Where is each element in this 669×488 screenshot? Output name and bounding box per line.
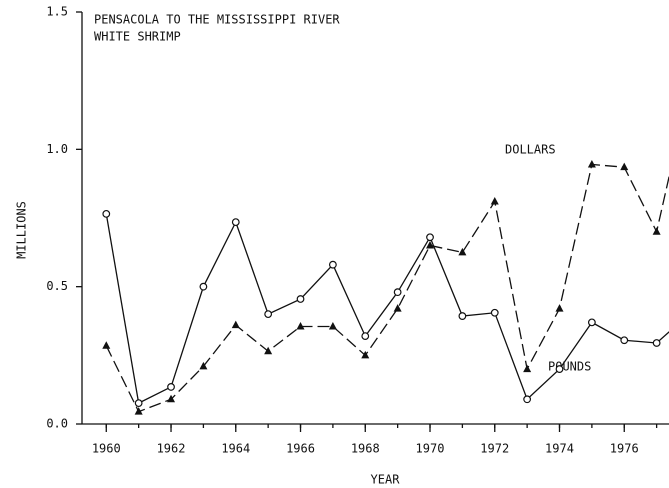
point — [393, 288, 402, 297]
title-line: WHITE SHRIMP — [94, 30, 181, 44]
point — [167, 394, 176, 403]
point — [458, 247, 467, 256]
y-tick-label: 0.5 — [46, 279, 68, 293]
point — [231, 218, 240, 227]
point — [652, 339, 661, 347]
x-tick-label: 1962 — [157, 442, 186, 456]
y-tick-label: 0.0 — [46, 417, 68, 431]
point — [361, 332, 370, 341]
y-tick-label: 1.0 — [46, 142, 68, 156]
point — [587, 318, 596, 327]
point — [134, 399, 143, 408]
x-tick-label: 1964 — [221, 442, 250, 456]
point — [361, 350, 370, 359]
series-annotation: POUNDS — [548, 360, 591, 374]
point — [555, 365, 564, 373]
x-tick-label: 1970 — [416, 442, 445, 456]
point — [458, 312, 467, 320]
point — [264, 310, 273, 319]
point — [523, 364, 532, 373]
point — [199, 361, 208, 370]
point — [523, 395, 532, 404]
point — [199, 282, 208, 291]
point — [426, 240, 435, 249]
point — [102, 341, 111, 349]
point — [102, 209, 111, 218]
x-tick-label: 1968 — [351, 442, 380, 456]
y-tick-label: 1.5 — [46, 5, 68, 19]
x-tick-label: 1966 — [286, 442, 315, 456]
point — [620, 162, 629, 171]
point — [490, 197, 499, 205]
point — [490, 308, 499, 317]
x-axis-label: YEAR — [371, 473, 401, 487]
point — [296, 321, 305, 330]
point — [231, 320, 240, 329]
x-tick-label: 1974 — [545, 442, 574, 456]
point — [296, 295, 305, 303]
point — [555, 304, 564, 312]
point — [328, 321, 337, 330]
x-tick-label: 1960 — [92, 442, 121, 456]
series-annotation: DOLLARS — [505, 143, 556, 157]
point — [393, 304, 402, 312]
point — [264, 346, 273, 355]
point — [652, 227, 661, 235]
point — [620, 336, 629, 345]
point — [134, 407, 143, 415]
title-line: PENSACOLA TO THE MISSISSIPPI RIVER — [94, 13, 340, 27]
y-axis-label: MILLIONS — [15, 201, 29, 259]
series-line — [105, 213, 669, 405]
point — [426, 233, 434, 242]
point — [167, 383, 175, 391]
point — [328, 260, 337, 269]
point — [587, 159, 596, 168]
x-tick-label: 1972 — [480, 442, 509, 456]
x-tick-label: 1976 — [610, 442, 639, 456]
